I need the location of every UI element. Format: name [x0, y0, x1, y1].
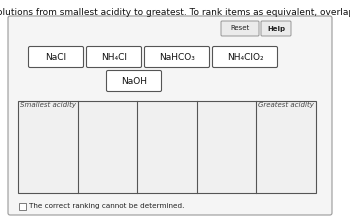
Text: Reset: Reset — [230, 25, 250, 31]
Text: Rank solutions from smallest acidity to greatest. To rank items as equivalent, o: Rank solutions from smallest acidity to … — [0, 8, 350, 17]
Bar — [18, 101, 316, 193]
Text: The correct ranking cannot be determined.: The correct ranking cannot be determined… — [29, 203, 184, 209]
Text: NaHCO₃: NaHCO₃ — [159, 52, 195, 62]
FancyBboxPatch shape — [145, 47, 210, 68]
FancyBboxPatch shape — [212, 47, 278, 68]
Bar — [19, 202, 26, 209]
FancyBboxPatch shape — [8, 16, 332, 215]
Text: NH₄ClO₂: NH₄ClO₂ — [227, 52, 263, 62]
FancyBboxPatch shape — [86, 47, 141, 68]
FancyBboxPatch shape — [261, 21, 291, 36]
FancyBboxPatch shape — [28, 47, 84, 68]
Text: Help: Help — [267, 25, 285, 31]
Text: NaCl: NaCl — [46, 52, 66, 62]
Text: NH₄Cl: NH₄Cl — [101, 52, 127, 62]
Text: NaOH: NaOH — [121, 76, 147, 85]
Text: Greatest acidity: Greatest acidity — [258, 102, 314, 108]
FancyBboxPatch shape — [106, 70, 161, 91]
Text: Smallest acidity: Smallest acidity — [20, 102, 76, 108]
FancyBboxPatch shape — [221, 21, 259, 36]
